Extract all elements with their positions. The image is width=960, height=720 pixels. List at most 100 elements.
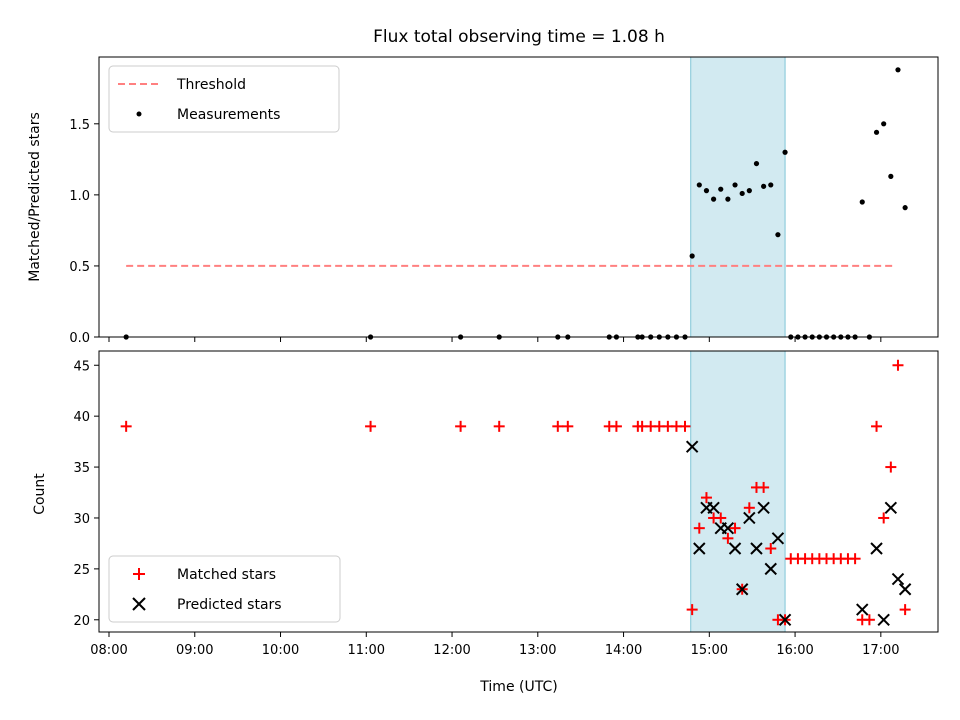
y-tick-label: 20 <box>73 614 90 629</box>
chart-title: Flux total observing time = 1.08 h <box>373 27 665 47</box>
matched-star-point <box>765 543 777 555</box>
matched-star-point <box>562 420 574 432</box>
y-tick-label: 1.5 <box>69 118 90 133</box>
matched-star-point <box>878 512 890 524</box>
x-axis-label: Time (UTC) <box>479 679 557 695</box>
matched-star-point <box>693 522 705 534</box>
y-tick-label: 1.0 <box>69 189 90 204</box>
predicted-star-point <box>735 583 749 596</box>
x-tick-label: 10:00 <box>262 643 299 658</box>
predicted-star-point <box>764 562 777 576</box>
matched-star-point <box>700 492 712 504</box>
bottom-panel: 08:00 09:00 10:00 11:00 12:00 13:00 14:00 15:00… <box>32 350 939 695</box>
predicted-star-point <box>898 583 912 596</box>
matched-star-point <box>871 420 883 432</box>
measurement-point <box>873 129 880 135</box>
matched-star-point <box>729 522 741 534</box>
top-plot-frame <box>98 56 939 338</box>
measurement-point <box>703 188 710 194</box>
bottom-legend: Matched stars Predicted stars <box>108 555 341 623</box>
legend-measurements-label: Measurements <box>177 107 280 123</box>
matched-star-point <box>610 420 622 432</box>
matched-star-point <box>885 461 897 473</box>
measurement-point <box>775 232 781 238</box>
x-tick-label: 17:00 <box>862 643 899 658</box>
measurement-point <box>710 196 717 202</box>
predicted-star-point <box>721 521 735 535</box>
predicted-star-point <box>877 613 890 626</box>
matched-star-point <box>715 512 727 524</box>
top-legend: Threshold Measurements <box>108 65 340 133</box>
predicted-star-point <box>728 542 742 555</box>
legend-predicted-swatch <box>132 597 146 611</box>
predicted-star-point <box>693 542 706 555</box>
predicted-star-point <box>757 501 770 514</box>
measurement-point <box>761 183 767 189</box>
highlight-band <box>690 56 786 338</box>
x-tick-label: 15:00 <box>691 643 728 658</box>
top-y-axis-label: Matched/Predicted stars <box>27 112 43 282</box>
legend-predicted-label: Predicted stars <box>177 597 282 613</box>
y-tick-label: 35 <box>73 461 90 476</box>
bottom-y-axis-label: Count <box>32 473 48 515</box>
predicted-star-point <box>685 440 699 453</box>
matched-star-point <box>455 420 467 432</box>
measurement-point <box>881 121 887 127</box>
bottom-plot-frame <box>98 350 939 633</box>
measurement-point <box>732 182 738 188</box>
matched-star-point <box>899 604 911 616</box>
matched-star-point <box>493 420 505 432</box>
matched-star-point <box>686 604 698 616</box>
y-tick-label: 0.5 <box>69 260 90 275</box>
measurement-point <box>696 182 702 188</box>
legend-matched-label: Matched stars <box>177 567 276 583</box>
matched-star-point <box>722 532 734 544</box>
legend-measurements-swatch <box>136 111 142 117</box>
measurement-point <box>718 186 724 192</box>
measurement-point <box>689 253 695 259</box>
y-tick-label: 25 <box>73 563 90 578</box>
x-tick-label: 12:00 <box>433 643 470 658</box>
y-tick-label: 45 <box>73 359 90 374</box>
measurement-point <box>782 149 788 155</box>
measurement-point <box>888 173 894 179</box>
legend-matched-swatch <box>133 568 145 580</box>
measurement-point <box>859 199 865 205</box>
measurement-point <box>725 196 731 202</box>
matched-star-point <box>892 359 904 371</box>
predicted-star-point <box>743 511 756 525</box>
measurement-point <box>895 67 901 73</box>
predicted-star-point <box>778 613 792 626</box>
y-tick-label: 0.0 <box>69 331 90 346</box>
matched-star-point <box>849 553 861 565</box>
x-tick-label: 08:00 <box>90 643 127 658</box>
matched-star-point <box>552 420 564 432</box>
measurement-point <box>753 160 760 167</box>
y-tick-label: 30 <box>73 512 90 527</box>
x-tick-label: 13:00 <box>519 643 556 658</box>
matched-star-point <box>365 420 377 432</box>
predicted-star-point <box>891 572 905 586</box>
legend-threshold-label: Threshold <box>176 77 246 93</box>
predicted-star-point <box>870 542 883 555</box>
y-tick-label: 40 <box>73 410 90 425</box>
matched-star-point <box>120 420 132 432</box>
top-panel: 0.0 0.5 1.0 1.5 Matched/Predicted stars Thr… <box>27 56 939 346</box>
predicted-star-point <box>707 501 720 514</box>
x-tick-label: 14:00 <box>605 643 642 658</box>
predicted-star-point <box>750 542 763 555</box>
x-tick-label: 11:00 <box>348 643 385 658</box>
measurement-point <box>902 205 908 211</box>
measurement-point <box>739 190 745 197</box>
measurement-point <box>768 182 774 188</box>
matched-star-point <box>679 420 691 432</box>
measurement-point <box>746 188 752 194</box>
predicted-star-point <box>856 603 869 616</box>
predicted-star-point <box>884 501 898 514</box>
matched-star-point <box>863 614 875 626</box>
predicted-star-point <box>771 532 785 545</box>
x-tick-label: 09:00 <box>176 643 213 658</box>
matched-star-point <box>758 481 770 493</box>
matched-star-point <box>743 502 755 514</box>
